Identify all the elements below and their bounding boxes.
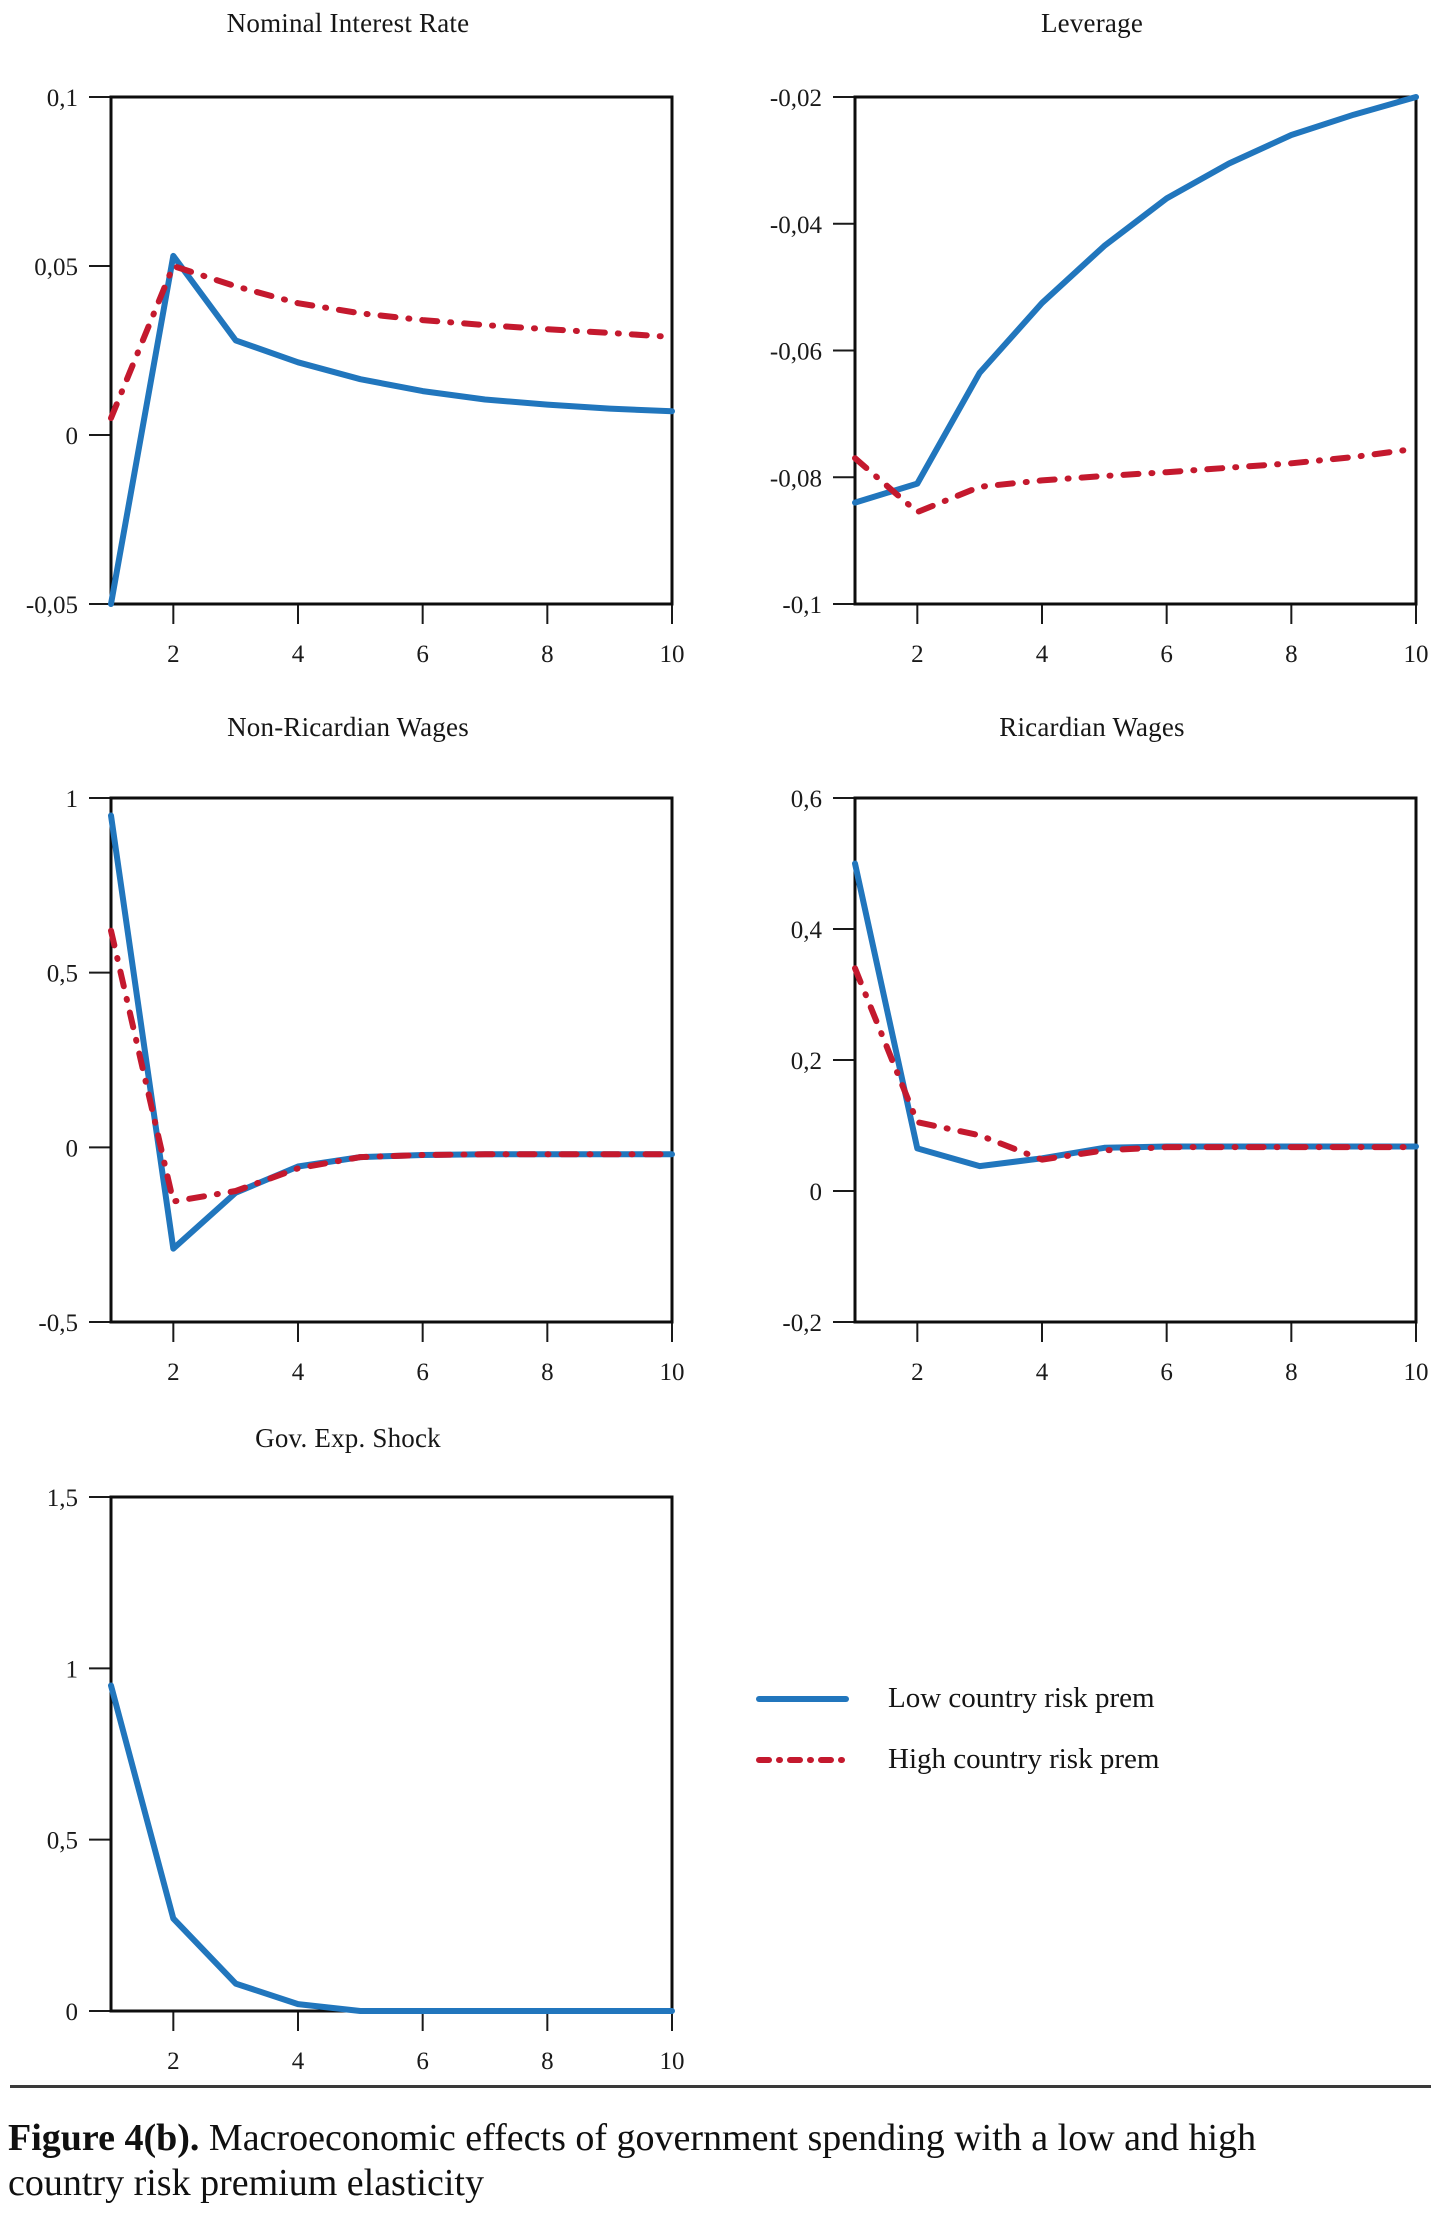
y-tick-label: 0: [810, 1179, 823, 1206]
x-tick-label: 2: [911, 1359, 924, 1386]
x-tick-label: 4: [1036, 1359, 1049, 1386]
figure-caption: Figure 4(b). Macroeconomic effects of go…: [8, 2116, 1434, 2206]
y-ticks: 1 0,5 0 -0,5: [38, 786, 111, 1337]
y-tick-label: -0,05: [26, 592, 78, 619]
y-tick-label: -0,1: [782, 592, 822, 619]
y-tick-label: -0,02: [770, 85, 822, 112]
legend: Low country risk prem High country risk …: [755, 1668, 1159, 1790]
x-ticks: 2 4 6 8 10: [167, 2011, 685, 2075]
x-tick-label: 6: [416, 1359, 429, 1386]
y-tick-label: 1,5: [47, 1485, 78, 1512]
y-tick-label: 0: [66, 1135, 79, 1162]
y-tick-label: -0,08: [770, 465, 822, 492]
figure-caption-line2: country risk premium elasticity: [8, 2162, 484, 2204]
x-tick-label: 10: [660, 641, 685, 668]
plot-frame: [109, 796, 674, 1324]
chart-title-leverage: Leverage: [1040, 8, 1144, 38]
y-tick-label: 0,5: [47, 961, 78, 988]
y-tick-label: -0,06: [770, 339, 822, 366]
x-tick-label: 2: [167, 641, 180, 668]
y-ticks: 0,1 0,05 0 -0,05: [26, 85, 111, 619]
x-ticks: 2 4 6 8 10: [167, 1322, 685, 1386]
plot-frame: [853, 796, 1418, 1324]
chart-title-nominal-interest-rate: Nominal Interest Rate: [226, 8, 470, 38]
plot-frame: [109, 1495, 674, 2013]
x-tick-label: 10: [1404, 641, 1429, 668]
y-tick-label: 1: [66, 786, 79, 813]
x-tick-label: 8: [1285, 1359, 1298, 1386]
x-tick-label: 8: [1285, 641, 1298, 668]
series-high-line: [852, 965, 1419, 1163]
x-tick-label: 2: [167, 2048, 180, 2075]
y-tick-label: -0,2: [782, 1310, 822, 1337]
y-tick-label: 0,6: [791, 786, 822, 813]
chart-ricardian-wages: 0,6 0,4 0,2 0 -0,2 2 4 6 8 10: [782, 786, 1428, 1386]
series-low-line: [852, 860, 1419, 1170]
x-tick-label: 4: [292, 2048, 305, 2075]
x-tick-label: 8: [541, 2048, 554, 2075]
y-tick-label: -0,04: [770, 212, 823, 239]
series-low-line: [108, 252, 675, 607]
x-tick-label: 2: [911, 641, 924, 668]
x-ticks: 2 4 6 8 10: [167, 604, 685, 668]
chart-title-ricardian-wages: Ricardian Wages: [999, 712, 1185, 742]
x-tick-label: 10: [660, 2048, 685, 2075]
x-ticks: 2 4 6 8 10: [911, 1322, 1429, 1386]
y-tick-label: 1: [66, 1656, 79, 1683]
caption-divider: [10, 2085, 1431, 2088]
y-tick-label: 0,4: [791, 917, 823, 944]
series-low-line: [108, 812, 675, 1252]
x-tick-label: 6: [1160, 1359, 1173, 1386]
figure-caption-line1: Macroeconomic effects of government spen…: [208, 2117, 1257, 2159]
legend-label-high: High country risk prem: [888, 1743, 1160, 1775]
y-tick-label: 0,5: [47, 1828, 78, 1855]
x-tick-label: 8: [541, 1359, 554, 1386]
chart-non-ricardian-wages: 1 0,5 0 -0,5 2 4 6 8 10: [38, 786, 684, 1386]
legend-label-low: Low country risk prem: [888, 1682, 1155, 1714]
chart-gov-exp-shock: 1,5 1 0,5 0 2 4 6 8 10: [47, 1485, 685, 2075]
y-tick-label: -0,5: [38, 1310, 78, 1337]
x-ticks: 2 4 6 8 10: [911, 604, 1429, 668]
legend-item-low: Low country risk prem: [755, 1668, 1159, 1729]
plot-frame: [853, 95, 1418, 606]
x-tick-label: 8: [541, 641, 554, 668]
chart-nominal-interest-rate: 0,1 0,05 0 -0,05 2 4 6 8 10: [26, 85, 685, 668]
plot-frame: [109, 95, 674, 606]
x-tick-label: 6: [416, 2048, 429, 2075]
x-tick-label: 6: [416, 641, 429, 668]
legend-low-swatch-icon: [756, 1695, 849, 1702]
y-tick-label: 0,2: [791, 1048, 822, 1075]
y-tick-label: 0: [66, 423, 79, 450]
x-tick-label: 4: [292, 641, 305, 668]
legend-item-high: High country risk prem: [755, 1729, 1159, 1790]
y-tick-label: 0,05: [34, 254, 78, 281]
x-tick-label: 6: [1160, 641, 1173, 668]
chart-leverage: -0,02 -0,04 -0,06 -0,08 -0,1 2 4 6 8 10: [770, 85, 1429, 668]
y-tick-label: 0: [66, 1999, 79, 2026]
series-high-line: [852, 445, 1419, 516]
y-ticks: 1,5 1 0,5 0: [47, 1485, 111, 2026]
x-tick-label: 4: [292, 1359, 305, 1386]
y-ticks: 0,6 0,4 0,2 0 -0,2: [782, 786, 855, 1337]
figure-caption-label: Figure 4(b).: [8, 2117, 209, 2159]
x-tick-label: 10: [1404, 1359, 1429, 1386]
series-low-line: [852, 94, 1419, 506]
x-tick-label: 2: [167, 1359, 180, 1386]
x-tick-label: 10: [660, 1359, 685, 1386]
series-high-line: [108, 927, 675, 1205]
series-high-line: [108, 263, 675, 422]
y-ticks: -0,02 -0,04 -0,06 -0,08 -0,1: [770, 85, 855, 619]
series-low-line: [108, 1682, 675, 2014]
x-tick-label: 4: [1036, 641, 1049, 668]
y-tick-label: 0,1: [47, 85, 78, 112]
chart-title-gov-exp-shock: Gov. Exp. Shock: [255, 1423, 441, 1453]
legend-high-swatch-icon: [756, 1756, 849, 1763]
chart-title-non-ricardian-wages: Non-Ricardian Wages: [227, 712, 469, 742]
